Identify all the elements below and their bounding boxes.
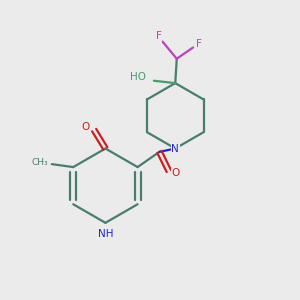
Text: HO: HO (130, 72, 146, 82)
Text: N: N (171, 143, 179, 154)
Text: F: F (156, 31, 162, 41)
Text: CH₃: CH₃ (31, 158, 48, 167)
Text: O: O (82, 122, 90, 132)
Text: NH: NH (98, 229, 113, 239)
Text: F: F (196, 39, 201, 49)
Text: O: O (171, 168, 179, 178)
